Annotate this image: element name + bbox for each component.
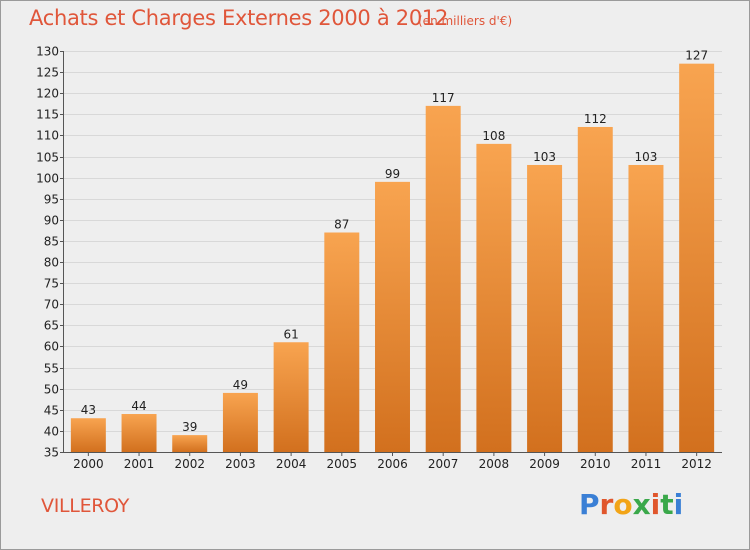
- y-tick-label: 125: [36, 66, 59, 80]
- bar-2012: [679, 63, 715, 453]
- data-labels: 43 44 39 49 61 87 99 117 108 103 112 103 127: [81, 49, 708, 434]
- y-tick-label: 70: [44, 298, 59, 312]
- data-label-2011: 103: [635, 150, 658, 164]
- data-label-2007: 117: [432, 91, 455, 105]
- y-tick-label: 100: [36, 172, 59, 186]
- y-tick-label: 35: [44, 446, 59, 460]
- bar-2004: [273, 342, 309, 452]
- data-label-2000: 43: [81, 403, 96, 417]
- y-tick-label: 40: [44, 425, 59, 439]
- logo-letter: x: [632, 488, 651, 521]
- data-label-2008: 108: [482, 129, 505, 143]
- data-label-2001: 44: [131, 399, 146, 413]
- x-tick-label-2012: 2012: [681, 457, 712, 471]
- data-label-2009: 103: [533, 150, 556, 164]
- x-tick-label-2002: 2002: [174, 457, 205, 471]
- bar-2009: [527, 164, 563, 452]
- data-label-2012: 127: [685, 49, 708, 63]
- proxiti-logo: Proxiti: [579, 488, 683, 521]
- x-tick-label-2007: 2007: [428, 457, 459, 471]
- x-tick-labels: 2000 2001 2002 2003 2004 2005 2006 2007 2008 2009…: [73, 457, 712, 471]
- logo-letter: r: [599, 488, 614, 521]
- chart-title: Achats et Charges Externes 2000 à 2012: [29, 6, 449, 30]
- data-label-2002: 39: [182, 420, 197, 434]
- bar-2010: [577, 126, 613, 453]
- x-tick-label-2005: 2005: [327, 457, 358, 471]
- x-tick-label-2009: 2009: [529, 457, 560, 471]
- bars: [70, 63, 715, 453]
- y-tick-label: 105: [36, 151, 59, 165]
- bar-2005: [324, 232, 360, 452]
- y-tick-label: 120: [36, 87, 59, 101]
- x-tick-label-2008: 2008: [479, 457, 510, 471]
- y-tick-label: 85: [44, 235, 59, 249]
- y-tick-label: 65: [44, 319, 59, 333]
- y-tick-label: 115: [36, 108, 59, 122]
- data-label-2003: 49: [233, 378, 248, 392]
- x-tick-label-2003: 2003: [225, 457, 256, 471]
- x-tick-label-2006: 2006: [377, 457, 408, 471]
- axes: [60, 51, 722, 456]
- logo-letter: i: [673, 488, 684, 521]
- y-tick-label: 50: [44, 383, 59, 397]
- y-tick-label: 80: [44, 256, 59, 270]
- y-tick-label: 45: [44, 404, 59, 418]
- logo-letter: o: [613, 488, 633, 521]
- bar-2006: [375, 181, 410, 452]
- bar-2001: [121, 414, 157, 452]
- x-tick-label-2011: 2011: [631, 457, 662, 471]
- y-tick-label: 55: [44, 362, 59, 376]
- y-tick-label: 90: [44, 214, 59, 228]
- commune-name: VILLEROY: [41, 495, 130, 517]
- y-tick-label: 130: [36, 45, 59, 59]
- y-tick-label: 60: [44, 340, 59, 354]
- x-tick-label-2010: 2010: [580, 457, 611, 471]
- logo-letter: P: [579, 488, 600, 521]
- y-tick-label: 110: [36, 129, 59, 143]
- y-tick-label: 95: [44, 193, 59, 207]
- y-tick-labels: 35 40 45 50 55 60 65 70 75 80 85 90 95 100 105 110 115 12…: [36, 45, 59, 460]
- data-label-2010: 112: [584, 112, 607, 126]
- x-tick-label-2004: 2004: [276, 457, 307, 471]
- logo-letter: t: [660, 488, 674, 521]
- data-label-2005: 87: [334, 218, 349, 232]
- x-tick-label-2001: 2001: [124, 457, 155, 471]
- bar-2002: [172, 435, 208, 452]
- chart-subtitle: (en milliers d'€): [418, 14, 513, 28]
- bar-2007: [425, 105, 461, 452]
- data-label-2004: 61: [283, 327, 298, 341]
- logo-letter: i: [650, 488, 661, 521]
- x-tick-label-2000: 2000: [73, 457, 104, 471]
- bar-2008: [476, 143, 512, 452]
- bar-2003: [222, 392, 258, 452]
- bar-2011: [628, 164, 664, 452]
- y-tick-label: 75: [44, 277, 59, 291]
- data-label-2006: 99: [385, 167, 400, 181]
- bar-2000: [70, 418, 106, 452]
